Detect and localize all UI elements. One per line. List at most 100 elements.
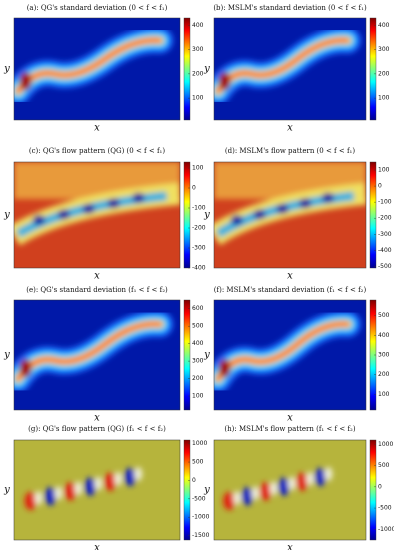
x-axis-label: x: [287, 413, 293, 424]
panel-title: (g): QG's flow pattern (QG) (f₁ < f < f₂…: [28, 425, 166, 433]
colorbar-tick-label: -100: [192, 205, 206, 212]
field: [74, 481, 83, 496]
colorbar-tick-label: 500: [192, 323, 204, 330]
colorbar-tick-label: -1000: [378, 526, 394, 533]
colorbar-tick-label: 100: [192, 393, 204, 400]
field: [34, 491, 43, 505]
field: [14, 162, 180, 246]
x-axis-label: x: [94, 271, 100, 282]
field: [64, 482, 77, 501]
field: [214, 162, 366, 246]
plot-frame: [13, 17, 181, 121]
colorbar: [369, 439, 377, 541]
field: [306, 471, 315, 486]
colorbar-tick-label: 100: [378, 95, 390, 102]
field: [269, 481, 278, 496]
colorbar-tick-label: 1000: [378, 441, 393, 448]
field: [94, 476, 103, 491]
field: [214, 311, 361, 393]
colorbar-tick-label: 200: [378, 70, 390, 77]
heatmap: [214, 300, 366, 410]
x-axis-label: x: [287, 123, 293, 134]
colorbar-tick-label: 100: [378, 167, 390, 174]
x-axis-label: x: [287, 543, 293, 550]
colorbar-tick-label: -200: [378, 215, 392, 222]
y-axis-label: y: [3, 210, 10, 221]
x-axis-label: x: [287, 271, 293, 282]
colorbar-tick-label: 0: [378, 483, 382, 490]
colorbar: [183, 439, 191, 541]
colorbar-tick-label: 400: [192, 22, 204, 29]
panel-title: (h): MSLM's flow pattern (f₁ < f < f₂): [224, 425, 355, 433]
field: [84, 477, 97, 496]
heatmap: [214, 162, 366, 268]
colorbar-tick-label: 0: [192, 477, 196, 484]
panel-title: (f): MSLM's standard deviation (f₁ < f <…: [214, 286, 367, 294]
colorbar-tick-label: 600: [192, 305, 204, 312]
field: [314, 468, 327, 486]
colorbar-tick-label: 200: [378, 371, 390, 378]
panel-title: (e): QG's standard deviation (f₁ < f < f…: [26, 286, 168, 294]
colorbar-tick-label: -1500: [192, 532, 210, 539]
field: [218, 72, 231, 91]
y-axis-label: y: [203, 350, 210, 361]
heatmap: [14, 18, 180, 120]
field: [214, 27, 361, 105]
field: [104, 472, 117, 491]
colorbar-tick-label: -100: [378, 199, 392, 206]
colorbar: [183, 299, 191, 411]
panel-title: (d): MSLM's flow pattern (0 < f < f₁): [225, 147, 355, 155]
field: [24, 467, 143, 510]
y-axis-label: y: [203, 64, 210, 75]
field: [299, 198, 312, 209]
field: [14, 311, 174, 393]
plot-frame: [213, 161, 367, 269]
field: [124, 468, 137, 486]
colorbar-tick-label: -1000: [192, 514, 210, 521]
heatmap: [214, 18, 366, 120]
colorbar: [183, 17, 191, 121]
field: [134, 467, 143, 481]
colorbar-tick-label: 300: [192, 358, 204, 365]
field: [324, 467, 333, 481]
field: [16, 38, 163, 94]
colorbar-tick-label: 400: [192, 340, 204, 347]
field: [233, 491, 242, 505]
colorbar-tick-label: 400: [378, 22, 390, 29]
field: [114, 471, 123, 486]
colorbar: [369, 17, 377, 121]
x-axis-label: x: [94, 413, 100, 424]
field: [32, 215, 45, 226]
colorbar-tick-label: 1000: [192, 440, 207, 447]
field: [44, 487, 57, 506]
plot-frame: [213, 299, 367, 411]
field: [214, 440, 366, 540]
field: [19, 359, 32, 378]
field: [287, 476, 296, 491]
colorbar-tick-label: -200: [192, 225, 206, 232]
field: [82, 203, 95, 214]
y-axis-label: y: [3, 64, 10, 75]
field: [132, 192, 145, 203]
colorbar-tick-label: 500: [192, 459, 204, 466]
field: [296, 472, 309, 491]
field: [218, 359, 231, 378]
colorbar-tick-label: -300: [192, 245, 206, 252]
field: [253, 209, 266, 220]
field: [230, 215, 243, 226]
y-axis-label: y: [3, 485, 10, 496]
field: [223, 467, 333, 510]
colorbar-tick-label: -500: [378, 263, 392, 270]
field: [277, 477, 290, 496]
field: [251, 486, 260, 501]
colorbar-tick-label: 500: [378, 462, 390, 469]
colorbar-tick-label: 100: [378, 391, 390, 398]
x-axis-label: x: [94, 123, 100, 134]
field: [216, 322, 350, 382]
colorbar-tick-label: 200: [192, 70, 204, 77]
colorbar-tick-label: 300: [378, 46, 390, 53]
field: [216, 38, 350, 94]
colorbar-tick-label: 300: [378, 352, 390, 359]
colorbar-tick-label: 400: [378, 332, 390, 339]
